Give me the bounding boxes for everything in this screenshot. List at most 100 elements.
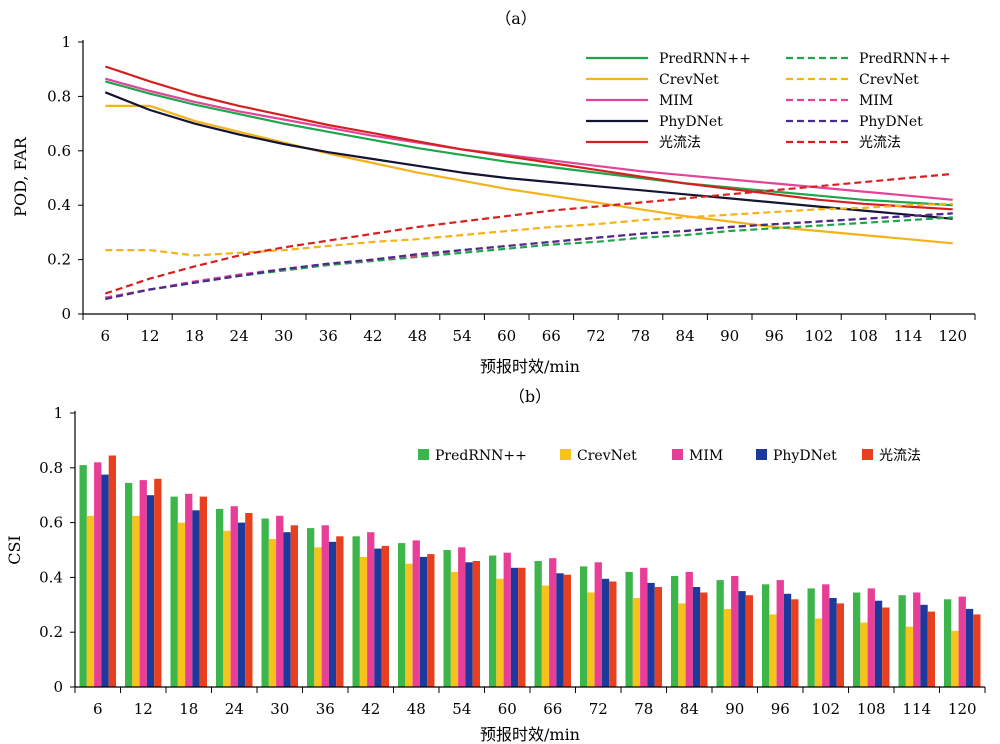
panel-a-label: （a） — [495, 9, 537, 28]
bar — [822, 584, 830, 688]
bar — [556, 573, 564, 687]
legend-swatch — [560, 449, 571, 460]
bar — [776, 580, 784, 687]
bar — [836, 603, 844, 687]
bar — [290, 525, 298, 687]
panel-b-y-tick-label: 0 — [53, 678, 63, 696]
panel-a-y-tick-label: 0.2 — [47, 251, 71, 269]
panel-b-x-tick-label: 114 — [902, 700, 931, 718]
panel-b-x-tick-label: 102 — [811, 700, 840, 718]
bar — [450, 571, 459, 687]
panel-b-x-tick-label: 18 — [179, 700, 198, 718]
bar — [443, 550, 451, 687]
legend-swatch — [418, 449, 429, 460]
bar — [199, 496, 207, 687]
bar — [518, 567, 526, 687]
series-line-far-phydnet — [105, 212, 953, 301]
panel-a-x-tick-label: 30 — [274, 327, 293, 345]
bar — [132, 515, 140, 688]
panel-b-label: （b） — [509, 387, 551, 406]
bar — [86, 515, 95, 688]
bar — [237, 522, 246, 687]
panel-a-x-tick-label: 120 — [938, 327, 967, 345]
legend-swatch — [862, 449, 873, 460]
bar — [94, 462, 102, 687]
bar — [738, 591, 746, 687]
panel-b-x-tick-label: 24 — [225, 700, 244, 718]
panel-b-y-axis-label: CSI — [5, 535, 24, 565]
bar — [745, 595, 753, 687]
panel-b-bars — [79, 455, 981, 688]
legend-label: PhyDNet — [859, 114, 923, 130]
panel-b-x-tick-label: 48 — [407, 700, 426, 718]
legend-label: PredRNN++ — [859, 51, 951, 67]
bar — [125, 482, 133, 687]
panel-b-y-tick-label: 0.8 — [39, 459, 63, 477]
panel-a-x-tick-label: 6 — [101, 327, 111, 345]
bar — [314, 547, 322, 687]
bar — [261, 518, 269, 687]
panel-b-x-tick-label: 42 — [361, 700, 380, 718]
series-line-pod-mim — [105, 77, 953, 201]
panel-b-x-tick-label: 90 — [725, 700, 744, 718]
bar — [867, 588, 875, 687]
panel-a-x-tick-label: 102 — [805, 327, 834, 345]
panel-b-x-tick-label: 54 — [452, 700, 471, 718]
panel-a-y-tick-label: 0.4 — [47, 196, 71, 214]
bar — [245, 513, 253, 687]
panel-a-x-tick-label: 90 — [720, 327, 739, 345]
bar — [405, 563, 413, 687]
panel-a-legend: PredRNN++ CrevNet MIM PhyDNet 光流法 PredRNN++ Cr… — [586, 51, 951, 151]
bar — [944, 599, 952, 687]
bar — [381, 545, 389, 687]
legend-label: MIM — [689, 448, 723, 464]
legend-label: 光流法 — [659, 135, 701, 151]
bar — [882, 607, 890, 687]
bar — [230, 506, 238, 687]
bar — [860, 622, 868, 687]
bar — [654, 587, 662, 687]
bar — [192, 510, 200, 687]
bar — [352, 536, 360, 687]
bar — [594, 562, 602, 687]
panel-b-x-tick-label: 36 — [316, 700, 335, 718]
bar — [216, 508, 224, 687]
panel-a-y-tick-label: 0.8 — [47, 87, 71, 105]
legend-label: CrevNet — [659, 72, 719, 88]
bar — [268, 539, 277, 687]
bar — [79, 465, 87, 687]
panel-a-x-axis-label: 预报时效/min — [480, 357, 580, 376]
panel-b-x-tick-label: 72 — [589, 700, 608, 718]
panel-a-line-chart: （a） POD, FAR 预报时效/min 0 0.2 0.4 0.6 0.8 1 6 12 1… — [11, 9, 976, 376]
bar — [465, 562, 473, 687]
bar — [398, 543, 406, 687]
series-line-pod-crevnet — [105, 104, 953, 245]
series-line-pod-phydnet — [104, 91, 953, 220]
bar — [587, 592, 595, 687]
bar — [965, 608, 974, 687]
bar — [905, 626, 914, 687]
panel-b-x-tick-label: 6 — [93, 700, 103, 718]
bar — [927, 611, 935, 687]
legend-label: CrevNet — [859, 72, 919, 88]
bar — [951, 630, 959, 687]
panel-b-x-axis-label: 预报时效/min — [480, 725, 580, 744]
bar — [367, 532, 375, 687]
bar — [762, 584, 770, 688]
bar — [731, 576, 739, 687]
bar — [496, 578, 504, 687]
bar — [108, 455, 116, 687]
bar — [503, 552, 511, 687]
legend-swatch — [756, 449, 767, 460]
bar — [829, 598, 837, 687]
panel-b-x-tick-label: 108 — [857, 700, 886, 718]
bar — [723, 608, 732, 687]
bar — [427, 554, 435, 687]
bar — [185, 493, 193, 687]
panel-b-x-tick-label: 60 — [498, 700, 517, 718]
bar — [814, 618, 823, 687]
bar — [276, 515, 284, 688]
bar — [807, 588, 815, 687]
legend-label: MIM — [859, 93, 893, 109]
